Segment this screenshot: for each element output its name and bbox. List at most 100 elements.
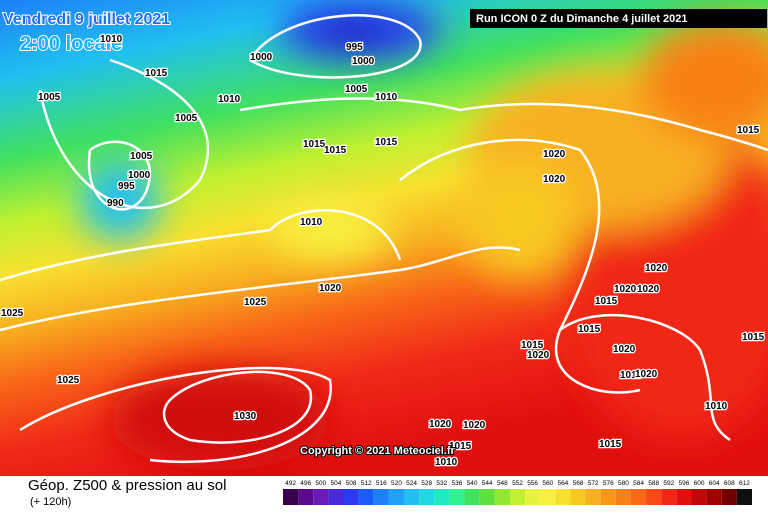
footer-title: Géop. Z500 & pression au sol — [28, 477, 226, 494]
legend-label: 532 — [436, 480, 447, 487]
legend-swatch — [509, 489, 526, 505]
isobar-label: 1010 — [705, 401, 728, 412]
legend-swatch — [479, 489, 495, 505]
isobar-label: 1015 — [145, 68, 168, 79]
isobar-label: 1000 — [250, 52, 273, 63]
isobar-label: 1015 — [742, 332, 765, 343]
legend-label: 600 — [694, 480, 705, 487]
isobar-label: 1010 — [435, 457, 458, 468]
isobar-label: 1005 — [38, 92, 61, 103]
isobar-label: 1005 — [175, 113, 198, 124]
copyright: Copyright © 2021 Meteociel.fr — [300, 445, 456, 457]
legend-swatch — [525, 489, 541, 505]
legend: 492 496 500 504 508 512 516 520 524 528 532 536 540 5… — [283, 480, 752, 505]
isobar-label: 1015 — [324, 145, 347, 156]
isobar-label: 995 — [346, 42, 363, 53]
legend-label: 588 — [648, 480, 659, 487]
legend-swatch — [570, 489, 586, 505]
isobar-label: 1010 — [375, 92, 398, 103]
legend-label: 500 — [315, 480, 326, 487]
legend-label: 540 — [467, 480, 478, 487]
isobar-label: 1020 — [543, 174, 566, 185]
legend-swatch — [646, 489, 662, 505]
legend-label: 552 — [512, 480, 523, 487]
legend-swatch — [449, 489, 465, 505]
legend-label: 608 — [724, 480, 735, 487]
legend-label: 496 — [300, 480, 311, 487]
isobar-labels: 1010101599510001000100510051010100510101… — [0, 33, 766, 470]
isobar-label: 1020 — [429, 419, 452, 430]
isobar-label: 1020 — [645, 263, 668, 274]
legend-swatch — [388, 489, 405, 505]
isobar-label: 1020 — [543, 149, 566, 160]
isobar-label: 1020 — [463, 420, 486, 431]
legend-swatch — [494, 489, 510, 505]
legend-swatch — [736, 489, 752, 505]
isobar-label: 1025 — [1, 308, 24, 319]
legend-label: 556 — [527, 480, 538, 487]
legend-swatch — [283, 489, 299, 505]
legend-swatch — [721, 489, 737, 505]
legend-label: 560 — [542, 480, 553, 487]
date: Vendredi 9 juillet 2021 — [3, 11, 170, 28]
isobar-label: 1010 — [300, 217, 323, 228]
isobar-label: 1020 — [614, 284, 637, 295]
isobars — [0, 14, 768, 464]
isobar-label: 1020 — [613, 344, 636, 355]
legend-swatch — [464, 489, 480, 505]
field — [0, 0, 768, 476]
legend-label: 592 — [663, 480, 674, 487]
legend-label: 536 — [452, 480, 463, 487]
isobar-label: 1020 — [319, 283, 342, 294]
legend-swatch — [434, 489, 450, 505]
isobar-label: 1005 — [130, 151, 153, 162]
isobar-label: 1020 — [637, 284, 660, 295]
isobar-label: 1025 — [57, 375, 80, 386]
isobar-label: 1010 — [620, 370, 643, 381]
legend-label: 584 — [633, 480, 644, 487]
isobar-label: 995 — [118, 181, 135, 192]
legend-label: 548 — [497, 480, 508, 487]
legend-swatch — [676, 489, 692, 505]
legend-label: 520 — [391, 480, 402, 487]
isobar-label: 1015 — [599, 439, 622, 450]
isobar-label: 1015 — [521, 340, 544, 351]
isobar-label: 990 — [107, 198, 124, 209]
legend-label: 516 — [376, 480, 387, 487]
legend-label: 512 — [361, 480, 372, 487]
legend-label: 508 — [346, 480, 357, 487]
footer-lead: (+ 120h) — [30, 496, 71, 508]
legend-swatch — [358, 489, 374, 505]
isobar-label: 1005 — [345, 84, 368, 95]
isobar-label: 1020 — [635, 369, 658, 380]
isobar-label: 1000 — [128, 170, 151, 181]
legend-label: 604 — [709, 480, 720, 487]
isobar-label: 1000 — [352, 56, 375, 67]
header: Vendredi 9 juillet 2021 2:00 locale Run … — [2, 9, 767, 56]
legend-swatch — [313, 489, 329, 505]
isobar-label: 1020 — [527, 350, 550, 361]
legend-label: 524 — [406, 480, 417, 487]
legend-label: 576 — [603, 480, 614, 487]
isobar-label: 1015 — [737, 125, 760, 136]
isobar-label: 1015 — [375, 137, 398, 148]
legend-label: 596 — [678, 480, 689, 487]
legend-swatch — [404, 489, 420, 505]
legend-swatch — [630, 489, 647, 505]
legend-swatch — [298, 489, 314, 505]
isobar-label: 1030 — [234, 411, 257, 422]
legend-swatch — [373, 489, 389, 505]
legend-label: 568 — [573, 480, 584, 487]
run-info: Run ICON 0 Z du Dimanche 4 juillet 2021 — [476, 13, 688, 25]
legend-swatch — [343, 489, 359, 505]
legend-swatch — [706, 489, 722, 505]
isobar-label: 1015 — [303, 139, 326, 150]
legend-label: 492 — [285, 480, 296, 487]
legend-label: 612 — [739, 480, 750, 487]
isobar-label: 1010 — [100, 34, 123, 45]
legend-swatch — [555, 489, 571, 505]
legend-swatch — [419, 489, 435, 505]
legend-swatch — [328, 489, 344, 505]
legend-swatch — [615, 489, 631, 505]
